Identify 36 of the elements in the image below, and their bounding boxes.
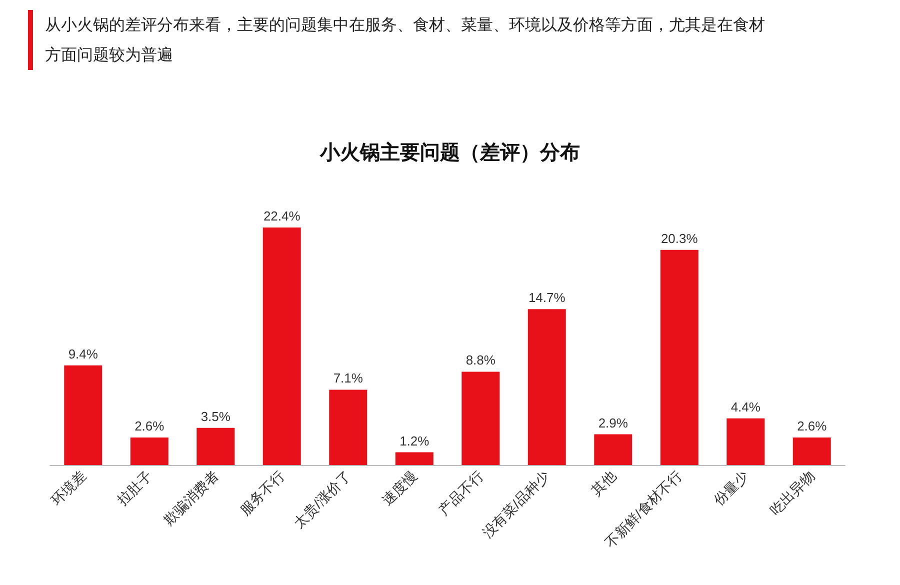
data-label: 7.1% <box>333 370 364 386</box>
data-label: 3.5% <box>200 408 231 424</box>
x-tick-label: 速度慢 <box>379 467 420 508</box>
x-tick-label: 环境差 <box>48 467 89 508</box>
bar <box>64 365 102 465</box>
x-tick-label: 服务不行 <box>236 467 288 518</box>
data-label: 22.4% <box>263 208 301 224</box>
chart-subtitle: 从小火锅的差评分布来看，主要的问题集中在服务、食材、菜量、环境以及价格等方面，尤其是在食材方面问题较为普遍 <box>45 14 766 66</box>
data-label: 2.6% <box>134 418 165 434</box>
x-tick-label: 份量少 <box>710 467 752 508</box>
bar <box>395 452 434 465</box>
data-label: 20.3% <box>660 230 698 246</box>
x-tick-label: 其他 <box>588 467 619 498</box>
bar <box>660 250 698 465</box>
bar <box>329 390 368 465</box>
bar <box>196 428 235 465</box>
data-label: 8.8% <box>466 352 496 368</box>
bar <box>726 418 765 465</box>
bar <box>262 228 301 465</box>
x-tick-label: 产品不行 <box>435 467 486 518</box>
bar <box>594 434 632 465</box>
data-label: 1.2% <box>400 433 430 448</box>
bar <box>130 437 168 465</box>
x-tick-label: 欺骗消费者 <box>160 467 222 528</box>
data-label: 14.7% <box>528 290 566 306</box>
bar <box>792 437 831 465</box>
data-label: 4.4% <box>730 399 761 414</box>
bar <box>462 372 500 465</box>
x-tick-label: 拉肚子 <box>114 467 156 508</box>
data-label: 2.6% <box>797 418 828 434</box>
data-label: 2.9% <box>598 415 628 430</box>
data-label: 9.4% <box>68 346 98 362</box>
x-tick-label: 太贵/涨价了 <box>290 467 354 531</box>
bar <box>528 309 566 465</box>
x-tick-label: 吃出异物 <box>766 467 818 518</box>
chart-title: 小火锅主要问题（差评）分布 <box>319 141 580 164</box>
